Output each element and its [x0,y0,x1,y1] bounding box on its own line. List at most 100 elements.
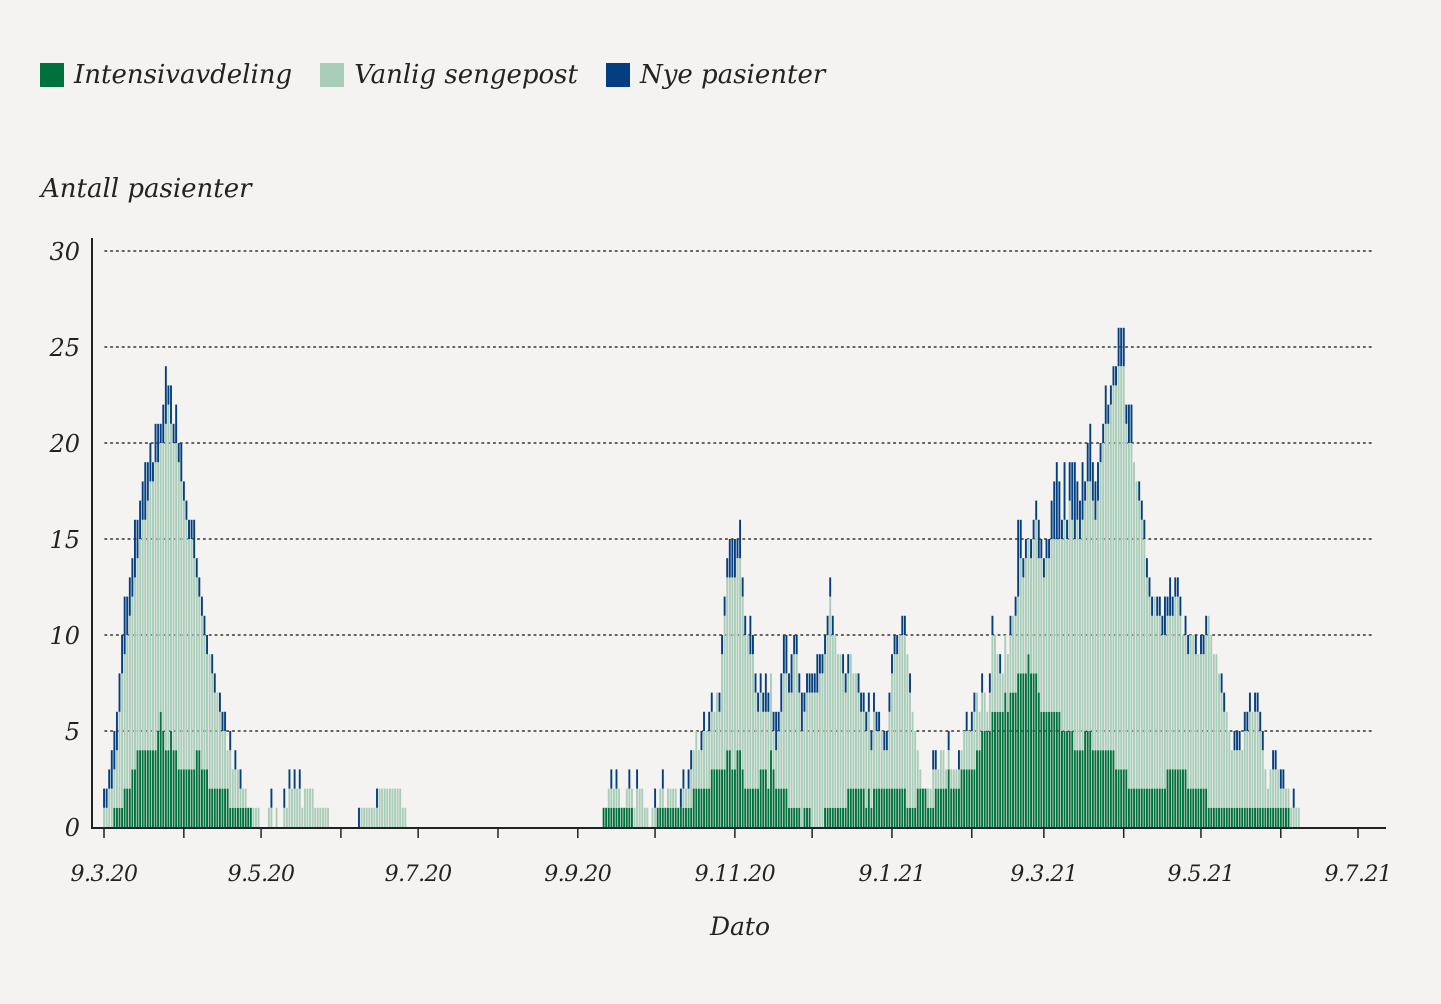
bar-icu [1104,750,1107,827]
bar-icu [1024,673,1027,827]
bar-ward [710,711,713,770]
bar-new [824,635,826,655]
bar-ward [672,788,675,808]
bar-ward [139,539,142,751]
bar-icu [1230,807,1233,827]
bar-ward [715,692,718,770]
bar-new [1081,462,1084,520]
bar-new [862,692,865,712]
bar-new [870,731,873,751]
bar-icu [1220,807,1223,827]
bar-ward [1202,654,1205,789]
legend-label-new: Nye pasienter [639,60,826,90]
bar-ward [237,769,239,808]
bar-new [790,654,793,693]
bar-ward [782,673,785,789]
bar-icu [1019,673,1022,827]
bar-ward [1117,366,1120,770]
bar-icu [1223,807,1226,827]
bar-new [739,519,742,559]
bar-icu [1189,788,1192,827]
bar-new [376,788,378,808]
bar-new [780,673,783,712]
bar-icu [847,788,850,827]
bar-new [1259,711,1262,731]
bar-icu [1241,807,1244,827]
bar-new [1205,615,1208,635]
bar-icu [1138,788,1141,827]
bar-ward [842,673,845,808]
bar-new [1107,404,1110,424]
bar-ward [865,731,868,808]
bar-new [1292,788,1295,808]
bar-new [1125,404,1128,424]
bar-icu [710,769,713,827]
bar-new [170,385,172,424]
bar-ward [813,692,816,827]
bar-ward [728,577,731,751]
bar-icu [213,788,216,827]
bar-ward [1135,481,1138,789]
bar-icu [1254,807,1257,827]
bar-icu [759,769,762,827]
bar-new [628,769,631,789]
bar-ward [878,731,881,789]
bar-ward [239,788,242,808]
bar-new [721,635,723,655]
bar-ward [785,673,788,789]
bar-ward [311,788,314,827]
bar-new [234,750,237,770]
bar-new [752,635,754,655]
bar-icu [806,807,808,827]
bar-ward [731,577,734,770]
bar-ward [144,519,147,751]
bar-new [610,769,613,789]
bar-ward [1130,443,1133,789]
bar-new [1246,711,1249,731]
bar-ward [1197,654,1200,789]
bar-ward [1212,654,1215,808]
legend-label-icu: Intensivavdeling [74,60,293,90]
bar-ward [903,635,906,789]
bar-icu [826,807,829,827]
bar-new [218,692,221,712]
bar-ward [1107,423,1110,751]
bar-icu [764,769,767,827]
bar-new [741,577,744,597]
bar-ward [1207,615,1210,808]
bar-new [1066,519,1069,539]
bar-ward [1012,615,1014,693]
bar-icu [115,807,118,827]
bar-new [1166,596,1169,616]
bar-ward [777,731,780,789]
bar-new [826,615,829,635]
bar-icu [782,788,785,827]
bar-icu [1076,750,1079,827]
bar-ward [741,596,744,770]
bar-new [1138,481,1141,501]
bar-ward [1079,539,1081,751]
bar-ward [901,635,904,789]
bar-ward [1269,769,1272,808]
bar-ward [1037,558,1040,693]
bar-new [932,750,935,770]
bar-new [1084,481,1087,501]
y-tick-label: 25 [48,334,80,362]
y-tick-label: 0 [65,814,80,842]
bar-new [211,654,214,674]
legend-label-ward: Vanlig sengepost [354,60,578,90]
bar-icu [1228,807,1231,827]
bar-ward [1174,596,1177,770]
bar-icu [249,807,252,827]
bar-ward [396,788,399,827]
bar-new [298,769,301,789]
bar-icu [968,769,971,827]
bar-ward [950,769,953,789]
bar-new [1171,596,1174,616]
bar-ward [999,673,1002,712]
bar-icu [672,807,675,827]
bar-icu [1174,769,1177,827]
bar-new [718,692,721,712]
bar-ward [713,711,716,770]
bar-ward [360,807,363,827]
